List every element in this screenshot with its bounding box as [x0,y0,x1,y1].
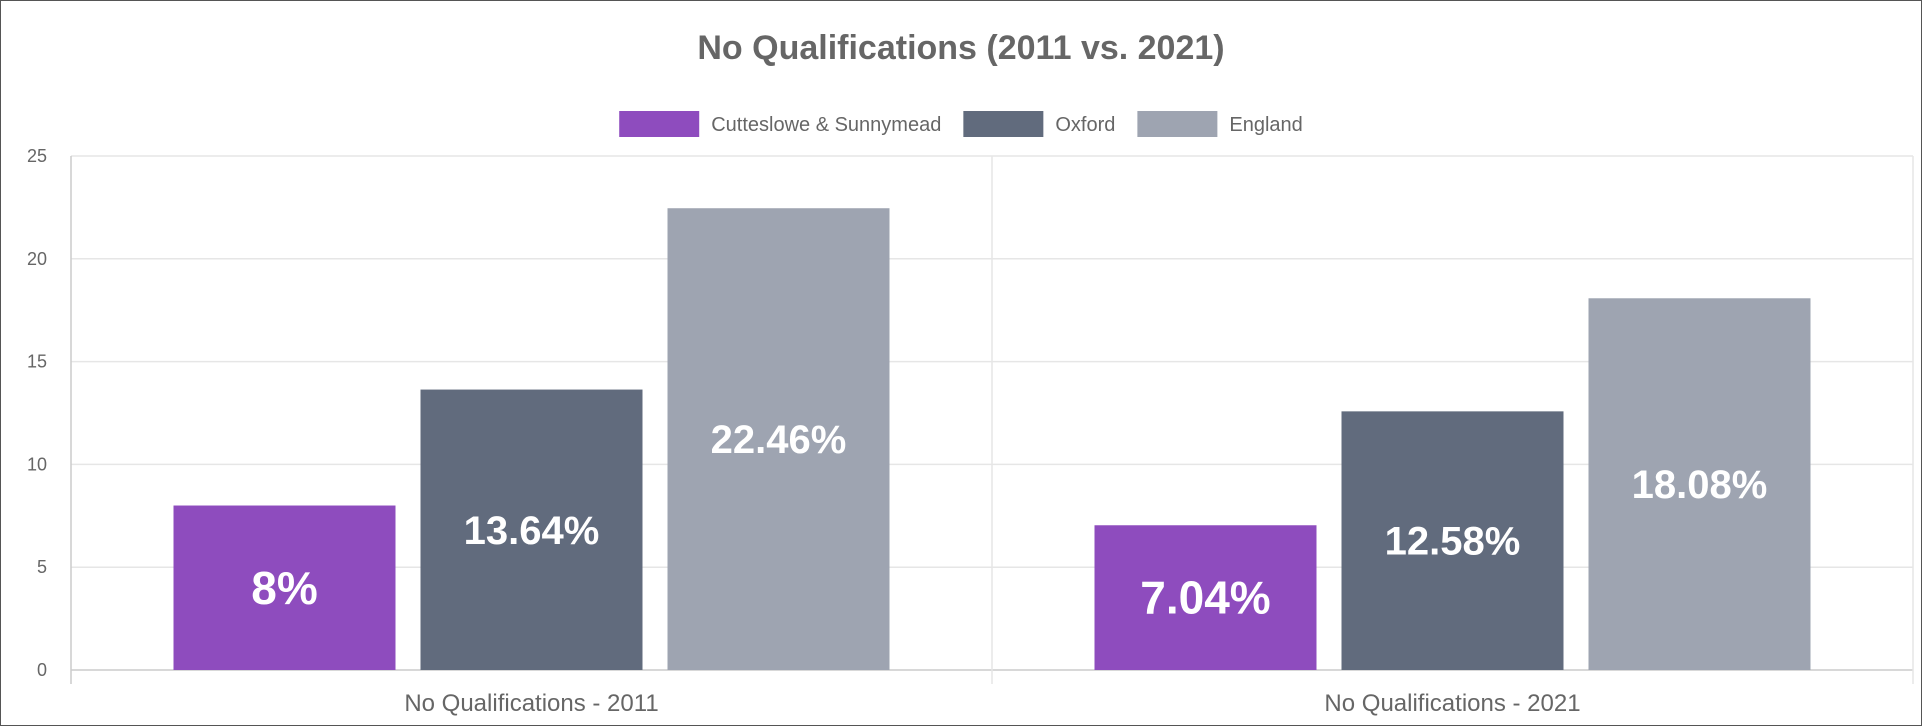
bar-data-label: 12.58% [1385,520,1521,564]
legend-label-0[interactable]: Cutteslowe & Sunnymead [711,114,941,136]
legend-label-1[interactable]: Oxford [1055,114,1115,136]
y-tick-label: 0 [37,660,47,680]
legend[interactable]: Cutteslowe & Sunnymead Oxford England [619,111,1303,137]
legend-label-2[interactable]: England [1229,114,1302,136]
bar-0-0[interactable] [173,505,396,670]
y-tick-label: 10 [27,454,47,474]
y-tick-label: 5 [37,557,47,577]
legend-swatch-1[interactable] [963,111,1044,137]
bar-data-label: 22.46% [711,418,847,462]
y-tick-label: 25 [27,146,47,166]
y-tick-label: 20 [27,249,47,269]
bar-0-1[interactable] [1094,525,1317,670]
bar-data-label: 18.08% [1632,463,1768,507]
bar-data-label: 8% [251,562,317,614]
y-tick-label: 15 [27,352,47,372]
bar-1-0[interactable] [420,389,643,670]
x-category-label: No Qualifications - 2011 [404,690,658,717]
bars [173,208,1811,670]
data-labels: 8% 13.64% 22.46% 7.04% 12.58% 18.08% [251,418,1767,624]
y-axis: 0 5 10 15 20 25 [27,146,47,680]
x-axis: No Qualifications - 2011 No Qualification… [404,690,1580,717]
legend-swatch-0[interactable] [619,111,700,137]
bar-1-1[interactable] [1341,411,1564,670]
legend-swatch-2[interactable] [1137,111,1218,137]
bar-data-label: 13.64% [464,509,600,553]
bar-data-label: 7.04% [1140,572,1270,624]
chart-title: No Qualifications (2011 vs. 2021) [697,29,1224,67]
bar-2-0[interactable] [667,208,890,670]
bar-2-1[interactable] [1588,298,1811,670]
x-category-label: No Qualifications - 2021 [1324,690,1580,717]
